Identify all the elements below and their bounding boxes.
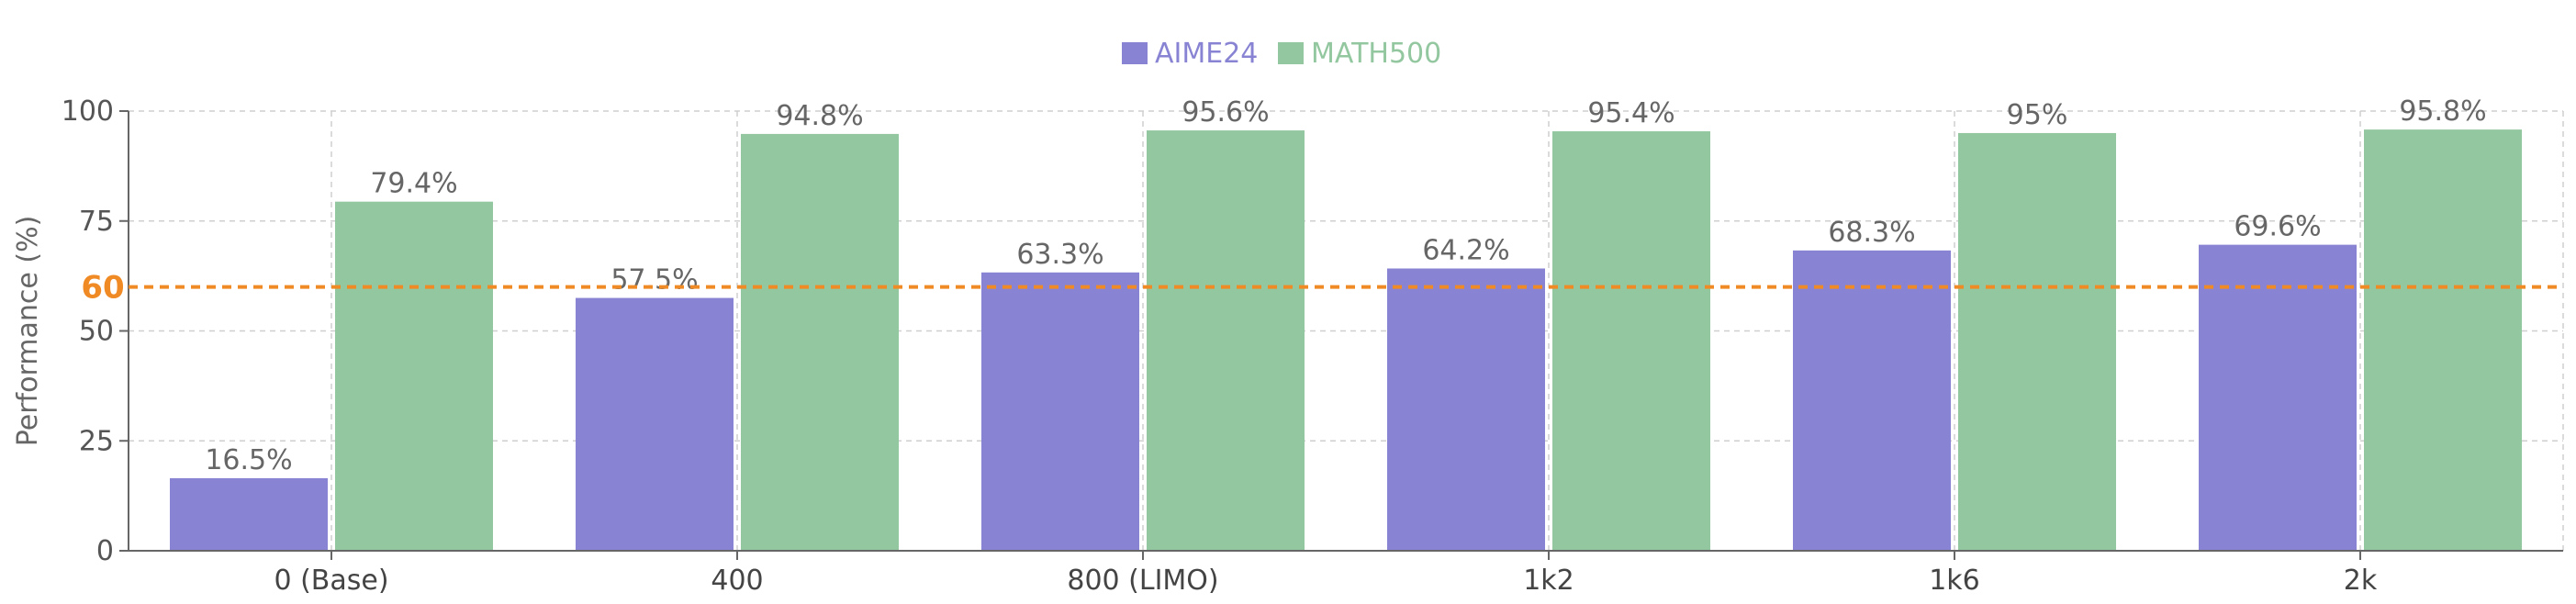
grid bbox=[129, 110, 2564, 551]
x-tick-label: 800 (LIMO) bbox=[1067, 565, 1218, 597]
bars bbox=[170, 129, 2522, 552]
bar-math500-3 bbox=[1552, 131, 1710, 551]
data-label: 95.8% bbox=[2399, 95, 2486, 128]
bar-aime24-0 bbox=[170, 477, 328, 551]
bar-aime24-4 bbox=[1793, 250, 1951, 551]
legend-label-math500: MATH500 bbox=[1311, 38, 1441, 70]
data-label: 94.8% bbox=[776, 100, 863, 132]
data-labels: 16.5% 57.5% 63.3% 64.2% 68.3% 69.6% 79.4% 94.8%… bbox=[205, 95, 2486, 476]
x-tick-label: 1k2 bbox=[1523, 565, 1574, 597]
x-tick-label: 400 bbox=[711, 565, 763, 597]
bar-math500-2 bbox=[1147, 130, 1305, 552]
data-label: 63.3% bbox=[1016, 239, 1103, 271]
y-tick-label: 75 bbox=[79, 206, 114, 238]
legend-label-aime24: AIME24 bbox=[1155, 38, 1258, 70]
bar-math500-5 bbox=[2364, 129, 2522, 552]
y-tick-label: 50 bbox=[79, 316, 114, 348]
data-label: 79.4% bbox=[370, 168, 457, 200]
data-label: 95% bbox=[2007, 99, 2068, 131]
y-tick-label: 100 bbox=[62, 95, 114, 128]
bar-aime24-1 bbox=[576, 297, 734, 551]
reference-line-group: 60 bbox=[81, 270, 2563, 307]
legend-swatch-math500 bbox=[1278, 42, 1304, 64]
axes: 0 25 50 75 100 0 (Base) 400 800 (LIMO) 1k2 1k6 2k P… bbox=[12, 95, 2563, 597]
data-label: 95.4% bbox=[1587, 97, 1674, 129]
bar-aime24-2 bbox=[981, 272, 1139, 551]
bar-aime24-5 bbox=[2199, 244, 2357, 551]
data-label: 64.2% bbox=[1422, 234, 1509, 266]
y-axis-label: Performance (%) bbox=[12, 216, 44, 447]
data-label: 95.6% bbox=[1182, 96, 1269, 129]
data-label: 16.5% bbox=[205, 444, 292, 476]
x-tick-label: 1k6 bbox=[1929, 565, 1980, 597]
reference-line-label: 60 bbox=[81, 270, 124, 307]
x-tick-label: 2k bbox=[2344, 565, 2378, 597]
legend: AIME24 MATH500 bbox=[1122, 38, 1441, 70]
data-label: 69.6% bbox=[2234, 211, 2321, 243]
data-label: 57.5% bbox=[610, 264, 698, 296]
y-tick-label: 0 bbox=[96, 535, 114, 567]
legend-swatch-aime24 bbox=[1122, 42, 1148, 64]
data-label: 68.3% bbox=[1828, 217, 1915, 249]
bar-aime24-3 bbox=[1387, 268, 1545, 551]
bar-math500-4 bbox=[1958, 132, 2116, 551]
y-tick-label: 25 bbox=[79, 425, 114, 457]
x-tick-label: 0 (Base) bbox=[274, 565, 388, 597]
bar-math500-0 bbox=[335, 201, 493, 551]
bar-math500-1 bbox=[741, 133, 899, 551]
